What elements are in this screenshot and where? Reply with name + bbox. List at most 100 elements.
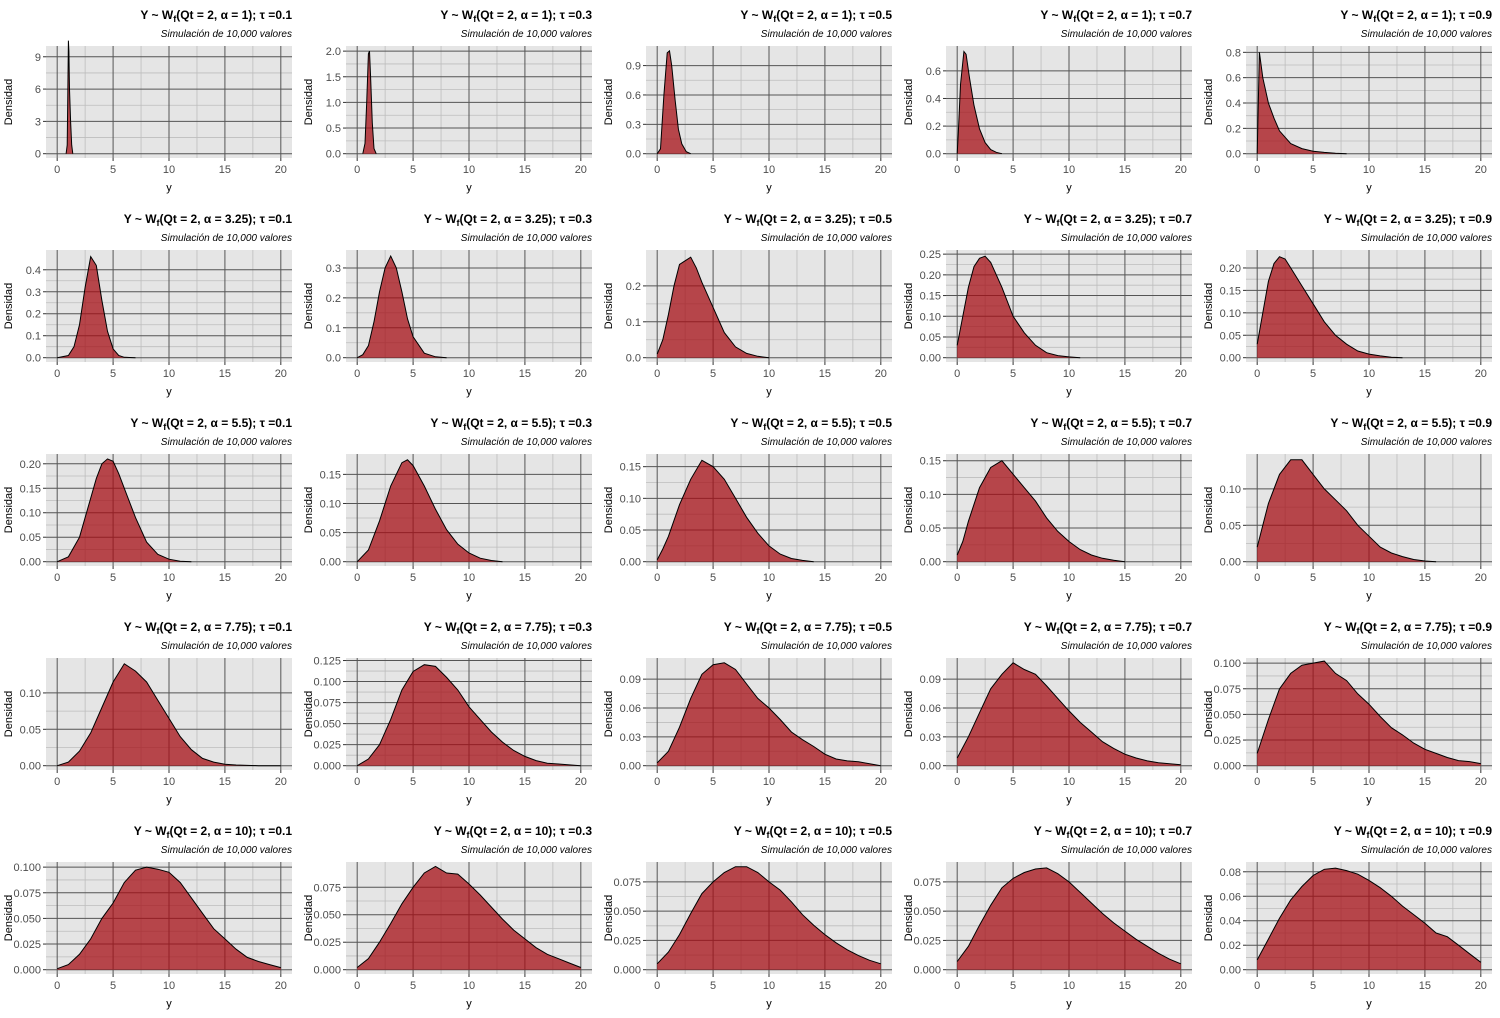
y-tick-label: 9 — [35, 52, 41, 64]
y-tick-label: 0.3 — [26, 287, 41, 299]
chart-subtitle: Simulación de 10,000 valores — [1061, 641, 1192, 652]
y-tick-label: 0.050 — [313, 910, 341, 922]
density-panel: Y ~ Wf(Qt = 2, α = 5.5); τ =0.3 Simulació… — [300, 408, 600, 608]
x-tick-label: 15 — [519, 368, 531, 380]
density-area — [657, 460, 814, 562]
y-tick-label: 0.10 — [920, 489, 941, 501]
x-tick-label: 10 — [763, 164, 775, 176]
y-tick-label: 1.5 — [326, 72, 341, 84]
y-axis-label: Densidad — [1203, 691, 1215, 737]
chart-title: Y ~ Wf(Qt = 2, α = 3.25); τ =0.1 — [124, 212, 293, 228]
y-axis-label: Densidad — [303, 691, 315, 737]
x-axis-label: y — [166, 998, 172, 1010]
y-tick-label: 0.000 — [13, 965, 41, 977]
x-tick-label: 10 — [1063, 980, 1075, 992]
x-tick-label: 15 — [1419, 368, 1431, 380]
y-tick-label: 0.10 — [320, 498, 341, 510]
y-tick-label: 0.6 — [626, 90, 641, 102]
y-axis-label: Densidad — [603, 79, 615, 125]
density-panel: Y ~ Wf(Qt = 2, α = 7.75); τ =0.3 Simulaci… — [300, 612, 600, 812]
y-axis-label: Densidad — [903, 691, 915, 737]
y-tick-label: 0.02 — [1220, 940, 1241, 952]
x-tick-label: 20 — [575, 164, 587, 176]
y-tick-label: 0.3 — [626, 119, 641, 131]
x-tick-label: 0 — [954, 368, 960, 380]
y-tick-label: 0.050 — [313, 719, 341, 731]
y-axis-label: Densidad — [303, 79, 315, 125]
x-axis-label: y — [466, 794, 472, 806]
x-tick-label: 20 — [1475, 368, 1487, 380]
density-chart: Y ~ Wf(Qt = 2, α = 5.5); τ =0.5 Simulació… — [603, 416, 892, 602]
chart-title: Y ~ Wf(Qt = 2, α = 5.5); τ =0.9 — [1330, 416, 1492, 432]
x-tick-label: 15 — [1119, 572, 1131, 584]
y-axis-label: Densidad — [1203, 283, 1215, 329]
density-area — [957, 867, 1181, 970]
chart-subtitle: Simulación de 10,000 valores — [1361, 641, 1492, 652]
x-axis-label: y — [1066, 794, 1072, 806]
x-tick-label: 20 — [575, 776, 587, 788]
x-tick-label: 5 — [1310, 368, 1316, 380]
y-tick-label: 0.06 — [920, 703, 941, 715]
x-axis-label: y — [1366, 182, 1372, 194]
x-tick-label: 10 — [1363, 572, 1375, 584]
x-tick-label: 20 — [275, 980, 287, 992]
x-tick-label: 0 — [354, 776, 360, 788]
chart-title: Y ~ Wf(Qt = 2, α = 7.75); τ =0.7 — [1024, 620, 1193, 636]
density-panel: Y ~ Wf(Qt = 2, α = 10); τ =0.7 Simulación… — [900, 816, 1200, 1016]
y-tick-label: 0.05 — [1220, 330, 1241, 342]
density-area — [1257, 868, 1481, 970]
y-tick-label: 0.15 — [1220, 285, 1241, 297]
y-tick-label: 0.025 — [13, 939, 41, 951]
y-axis-label: Densidad — [1203, 487, 1215, 533]
y-tick-label: 1.0 — [326, 97, 341, 109]
x-tick-label: 15 — [819, 368, 831, 380]
x-tick-label: 20 — [275, 776, 287, 788]
y-tick-label: 0.0 — [926, 149, 941, 161]
y-axis-label: Densidad — [3, 691, 15, 737]
density-chart: Y ~ Wf(Qt = 2, α = 1); τ =0.7 Simulación … — [903, 8, 1192, 194]
y-tick-label: 0.0 — [1226, 149, 1241, 161]
y-tick-label: 0.2 — [326, 293, 341, 305]
x-tick-label: 20 — [875, 980, 887, 992]
chart-title: Y ~ Wf(Qt = 2, α = 10); τ =0.9 — [1334, 824, 1493, 840]
x-axis-label: y — [1066, 386, 1072, 398]
y-tick-label: 0.20 — [20, 459, 41, 471]
x-tick-label: 0 — [654, 572, 660, 584]
x-axis-label: y — [766, 794, 772, 806]
x-tick-label: 15 — [1119, 776, 1131, 788]
chart-title: Y ~ Wf(Qt = 2, α = 3.25); τ =0.3 — [424, 212, 593, 228]
x-tick-label: 15 — [819, 572, 831, 584]
chart-subtitle: Simulación de 10,000 valores — [461, 641, 592, 652]
x-tick-label: 0 — [1254, 164, 1260, 176]
x-tick-label: 20 — [1475, 572, 1487, 584]
density-panel: Y ~ Wf(Qt = 2, α = 1); τ =0.1 Simulación … — [0, 0, 300, 200]
x-tick-label: 10 — [1363, 368, 1375, 380]
y-tick-label: 0.2 — [626, 281, 641, 293]
x-tick-label: 20 — [875, 776, 887, 788]
y-tick-label: 0.05 — [20, 532, 41, 544]
y-tick-label: 0.04 — [1220, 916, 1241, 928]
density-chart: Y ~ Wf(Qt = 2, α = 1); τ =0.3 Simulación … — [303, 8, 592, 194]
x-tick-label: 20 — [1175, 572, 1187, 584]
x-tick-label: 10 — [1063, 776, 1075, 788]
x-axis-label: y — [1066, 182, 1072, 194]
x-tick-label: 15 — [219, 980, 231, 992]
y-tick-label: 0.10 — [620, 493, 641, 505]
y-tick-label: 0.05 — [320, 528, 341, 540]
x-tick-label: 5 — [410, 164, 416, 176]
x-axis-label: y — [166, 794, 172, 806]
chart-subtitle: Simulación de 10,000 valores — [461, 29, 592, 40]
chart-title: Y ~ Wf(Qt = 2, α = 1); τ =0.3 — [440, 8, 592, 24]
chart-subtitle: Simulación de 10,000 valores — [461, 233, 592, 244]
chart-subtitle: Simulación de 10,000 valores — [161, 233, 292, 244]
chart-title: Y ~ Wf(Qt = 2, α = 7.75); τ =0.3 — [424, 620, 593, 636]
x-tick-label: 20 — [275, 164, 287, 176]
x-tick-label: 10 — [1363, 776, 1375, 788]
y-tick-label: 0.075 — [13, 888, 41, 900]
density-area — [1257, 256, 1403, 358]
x-tick-label: 15 — [1119, 164, 1131, 176]
y-tick-label: 0.00 — [1220, 353, 1241, 365]
density-area — [57, 663, 281, 766]
density-chart: Y ~ Wf(Qt = 2, α = 7.75); τ =0.3 Simulaci… — [303, 620, 593, 806]
x-tick-label: 10 — [1363, 980, 1375, 992]
